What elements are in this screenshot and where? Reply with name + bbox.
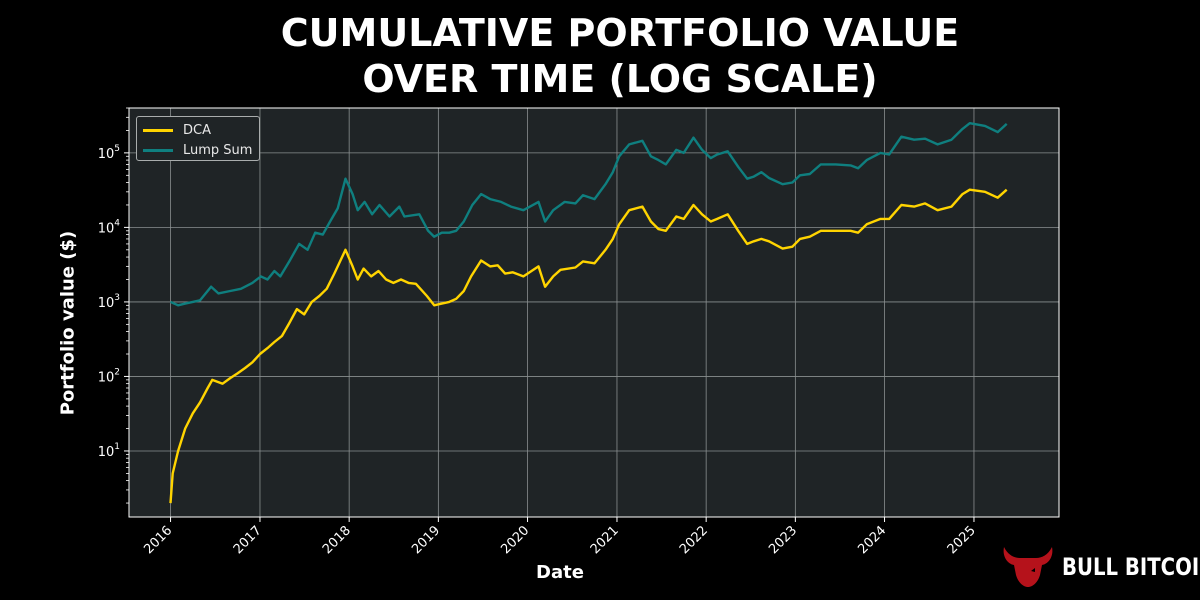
series-line-lump-sum	[170, 121, 1008, 307]
plot-frame	[128, 107, 1060, 518]
x-tick-label: 2022	[677, 523, 711, 557]
legend: DCA Lump Sum	[136, 116, 260, 161]
chart-title-line-1: CUMULATIVE PORTFOLIO VALUE	[280, 11, 960, 55]
y-tick-label: 103	[98, 293, 120, 311]
legend-label-dca: DCA	[183, 122, 211, 138]
legend-swatch-lump-sum	[143, 148, 173, 152]
x-axis-label: Date	[536, 562, 584, 583]
x-tick-label: 2020	[498, 523, 532, 557]
x-tick-label: 2017	[231, 523, 265, 557]
x-tick-label: 2024	[855, 523, 889, 557]
y-axis-label: Portfolio value ($)	[57, 230, 79, 416]
series-lines	[169, 121, 1008, 504]
x-tick-label: 2018	[320, 523, 354, 557]
legend-item-lump-sum: Lump Sum	[143, 140, 253, 160]
legend-item-dca: DCA	[143, 120, 253, 140]
x-tick-label: 2023	[766, 523, 800, 557]
legend-label-lump-sum: Lump Sum	[183, 142, 253, 158]
legend-swatch-dca	[143, 128, 173, 132]
chart-title: CUMULATIVE PORTFOLIO VALUE OVER TIME (LO…	[0, 10, 1200, 102]
brand-name: BULL BITCOIN	[1062, 553, 1200, 581]
x-tick-label: 2019	[409, 523, 443, 557]
y-tick-label: 105	[98, 144, 120, 162]
y-tick-label: 102	[98, 367, 120, 385]
x-tick-label: 2016	[141, 523, 175, 557]
brand-logo: BULL BITCOIN	[1000, 545, 1200, 589]
x-tick-label: 2021	[588, 523, 622, 557]
chart-title-line-2: OVER TIME (LOG SCALE)	[362, 57, 878, 101]
y-tick-label: 101	[98, 442, 120, 460]
grid-lines	[129, 108, 1059, 517]
y-tick-label: 104	[98, 218, 121, 236]
bull-head-icon	[1003, 547, 1053, 587]
plot-area	[129, 108, 1059, 517]
series-line-dca	[169, 188, 1008, 504]
x-tick-label: 2025	[945, 523, 979, 557]
